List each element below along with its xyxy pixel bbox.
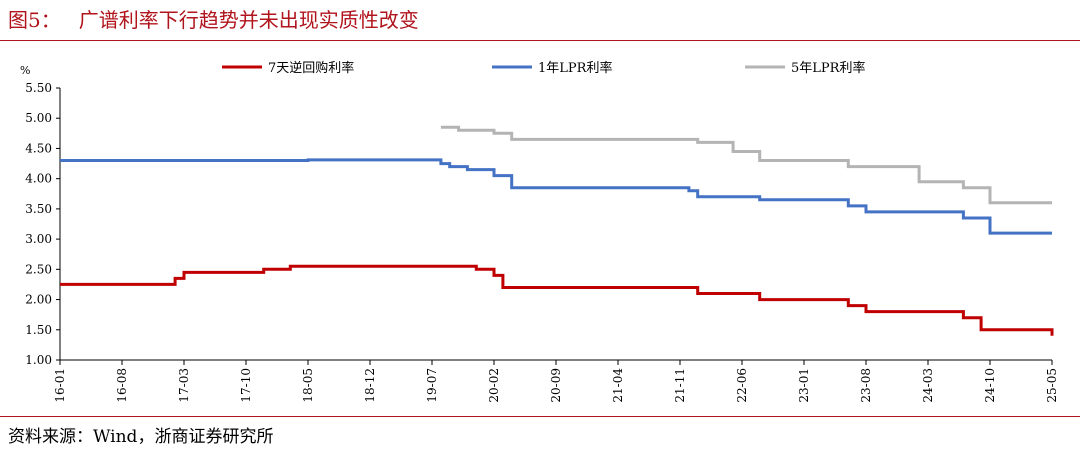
y-tick-label: 1.50	[25, 323, 52, 337]
figure-label: 图5：	[8, 8, 61, 32]
x-tick-label: 20-09	[549, 368, 563, 403]
x-tick-label: 23-08	[859, 368, 873, 403]
y-tick-label: 4.00	[25, 172, 52, 186]
series-line	[440, 125, 1052, 205]
x-tick-label: 19-07	[425, 368, 439, 403]
y-tick-label: 4.50	[25, 141, 52, 155]
y-tick-label: 5.50	[25, 81, 52, 95]
y-tick-label: 2.00	[25, 293, 52, 307]
series-lines	[60, 125, 1054, 336]
x-tick-label: 23-01	[797, 368, 811, 403]
series-line	[60, 158, 1052, 235]
x-tick-label: 18-12	[363, 368, 377, 403]
x-tick-label: 24-03	[921, 368, 935, 403]
x-tick-label: 18-05	[301, 368, 315, 403]
x-tick-label: 22-06	[735, 368, 749, 403]
legend-label: 5年LPR利率	[791, 60, 865, 76]
figure-title-text: 广谱利率下行趋势并未出现实质性改变	[78, 8, 419, 32]
legend-label: 1年LPR利率	[538, 60, 612, 76]
x-tick-label: 16-08	[115, 368, 129, 403]
source-note: 资料来源：Wind，浙商证券研究所	[8, 427, 274, 447]
x-axis: 16-01 16-08 17-03 17-10 18-05 18-12 19-07 20-02…	[53, 359, 1059, 403]
x-tick-label: 21-11	[673, 368, 687, 403]
legend-label: 7天逆回购利率	[268, 60, 354, 76]
chart-legend: 7天逆回购利率 1年LPR利率 5年LPR利率	[222, 60, 865, 76]
y-tick-label: 2.50	[25, 262, 52, 276]
x-tick-label: 21-04	[611, 368, 625, 403]
x-tick-label: 24-10	[983, 368, 997, 403]
y-axis: 1.00 1.50 2.00 2.50 3.00 3.50 4.00 4.50 5.00 5.50…	[20, 64, 61, 367]
y-tick-label: 3.00	[25, 232, 52, 246]
x-tick-label: 16-01	[53, 368, 67, 403]
x-tick-label: 25-05	[1045, 368, 1059, 403]
x-tick-label: 20-02	[487, 368, 501, 403]
line-chart: 7天逆回购利率 1年LPR利率 5年LPR利率 1.00 1.50 2.00 2.50 3.…	[20, 60, 1059, 403]
y-tick-label: 3.50	[25, 202, 52, 216]
source-divider	[0, 416, 1080, 417]
x-tick-label: 17-03	[177, 368, 191, 403]
series-line	[60, 264, 1054, 336]
x-tick-label: 17-10	[239, 368, 253, 403]
title-divider	[0, 40, 1080, 41]
chart-title: 图5： 广谱利率下行趋势并未出现实质性改变	[8, 6, 419, 34]
y-axis-unit: %	[20, 64, 30, 77]
y-tick-label: 5.00	[25, 111, 52, 125]
y-tick-label: 1.00	[25, 353, 52, 367]
